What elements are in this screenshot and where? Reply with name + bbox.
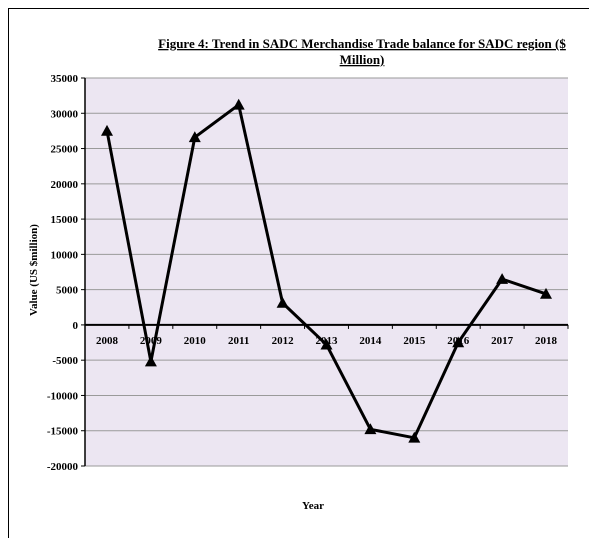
gridlines (85, 77, 568, 467)
x-tick-labels: 2008200920102011201220132014201520162017… (96, 335, 558, 347)
x-tick-label-2009: 2009 (140, 335, 163, 347)
y-tick-label-8: -5000 (52, 355, 78, 367)
y-tick-label-10: -15000 (47, 426, 79, 438)
x-axis-label: Year (302, 500, 324, 512)
chart-title-line-2: Million) (340, 52, 385, 67)
x-tick-label-2008: 2008 (96, 335, 119, 347)
chart-frame (8, 8, 589, 538)
y-tick-labels: 35000 30000 25000 20000 15000 10000 5000 0 -5000… (47, 73, 79, 473)
plot-area (85, 78, 568, 466)
x-tick-label-2011: 2011 (228, 335, 249, 347)
x-tick-label-2018: 2018 (535, 335, 558, 347)
data-point-2011 (232, 98, 245, 110)
data-point-2018 (540, 287, 552, 299)
y-tick-label-11: -20000 (47, 461, 79, 473)
x-tick-label-2015: 2015 (403, 335, 426, 347)
y-tick-label-9: -10000 (47, 390, 79, 402)
y-tick-label-2: 25000 (51, 144, 79, 156)
y-tick-label-0: 35000 (51, 73, 79, 85)
x-tick-label-2017: 2017 (491, 335, 514, 347)
x-tick-label-2012: 2012 (272, 335, 295, 347)
y-tick-label-1: 30000 (51, 108, 79, 120)
data-point-2012 (276, 297, 289, 308)
y-tick-label-5: 10000 (51, 249, 79, 261)
data-point-2013 (320, 338, 333, 350)
series-group (101, 98, 552, 443)
chart-title-line-1: Figure 4: Trend in SADC Merchandise Trad… (158, 36, 566, 51)
x-tick-label-2010: 2010 (184, 335, 207, 347)
y-axis-label: Value (US $million) (28, 224, 40, 316)
x-tick-label-2014: 2014 (359, 335, 382, 347)
y-tick-label-4: 15000 (51, 214, 79, 226)
axes (81, 77, 569, 467)
data-point-2009 (144, 355, 157, 367)
y-tick-label-7: 0 (73, 320, 79, 332)
data-point-2008 (101, 124, 113, 136)
data-point-2010 (188, 131, 201, 143)
data-point-2017 (496, 273, 509, 284)
data-point-2014 (364, 423, 377, 435)
data-point-2015 (408, 431, 421, 443)
y-tick-label-3: 20000 (51, 179, 79, 191)
y-tick-label-6: 5000 (56, 285, 79, 297)
data-point-2016 (452, 336, 465, 348)
